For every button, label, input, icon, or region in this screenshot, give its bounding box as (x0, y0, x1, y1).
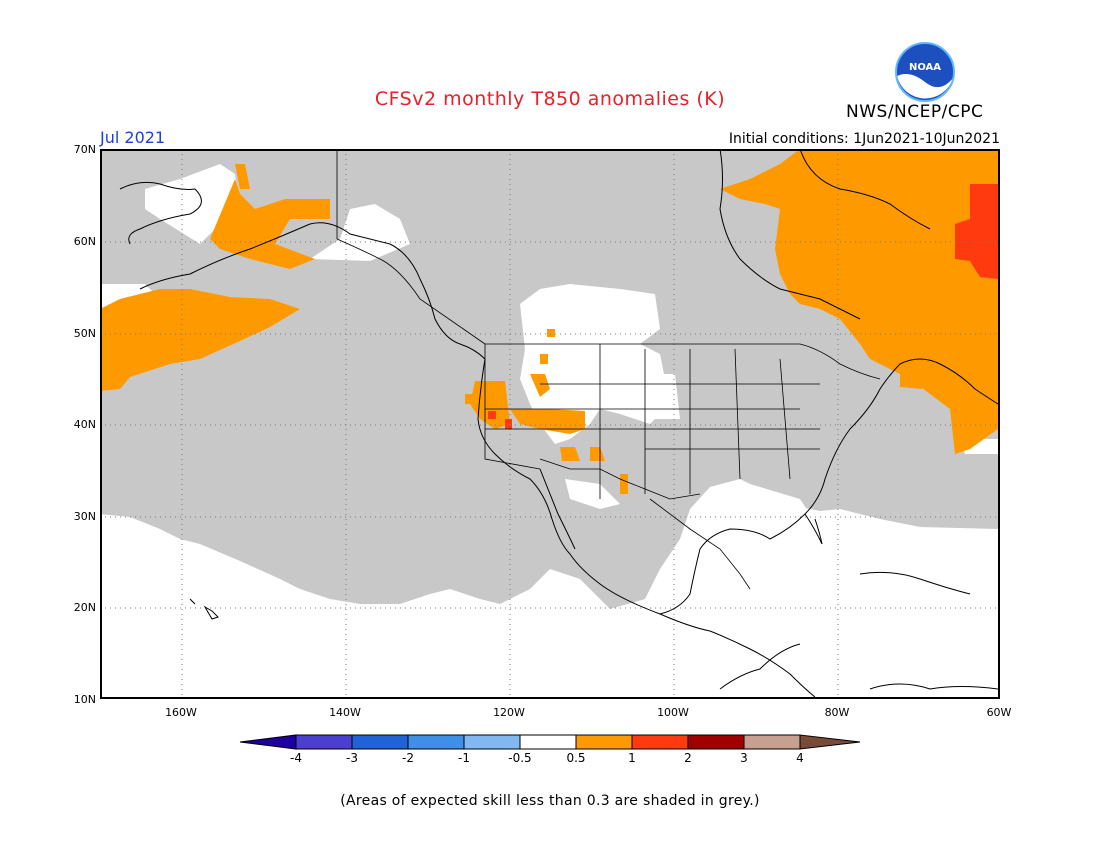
agency-label: NWS/NCEP/CPC (846, 102, 984, 122)
noaa-logo-icon: NOAA (895, 42, 955, 102)
colorbar-tick-label: 3 (740, 751, 748, 765)
colorbar-swatch (743, 734, 801, 750)
lon-label-100w: 100W (657, 706, 689, 719)
logo-text: NOAA (909, 62, 941, 73)
colorbar-swatch (687, 734, 745, 750)
skill-footnote: (Areas of expected skill less than 0.3 a… (340, 793, 760, 809)
anomaly-1-2-regions (488, 184, 998, 429)
anomaly-05-1-regions (102, 151, 998, 494)
colorbar-tick-label: 2 (684, 751, 692, 765)
initial-conditions: Initial conditions: 1Jun2021-10Jun2021 (728, 131, 1000, 147)
colorbar-arrow-low (239, 734, 297, 750)
colorbar-tick-label: -3 (346, 751, 358, 765)
colorbar-swatch (463, 734, 521, 750)
lon-label-60w: 60W (986, 706, 1012, 719)
colorbar-tick-label: -0.5 (508, 751, 532, 765)
coastlines (119, 151, 998, 697)
lat-label-50n: 50N (73, 327, 96, 340)
colorbar-swatch (351, 734, 409, 750)
colorbar-swatch (519, 734, 577, 750)
lat-label-70n: 70N (73, 143, 96, 156)
colorbar-swatch (575, 734, 633, 750)
lon-label-160w: 160W (165, 706, 197, 719)
colorbar-tick-label: 0.5 (566, 751, 586, 765)
lat-label-60n: 60N (73, 235, 96, 248)
colorbar-swatch (407, 734, 465, 750)
colorbar-tick-label: -2 (402, 751, 414, 765)
lon-label-140w: 140W (329, 706, 361, 719)
lon-label-80w: 80W (824, 706, 850, 719)
colorbar-swatch (631, 734, 689, 750)
near-normal-white-patches (102, 164, 998, 524)
forecast-month: Jul 2021 (100, 128, 166, 147)
lat-label-30n: 30N (73, 510, 96, 523)
map-title: CFSv2 monthly T850 anomalies (K) (374, 88, 726, 110)
map-canvas (102, 151, 998, 697)
colorbar-tick-label: -4 (290, 751, 302, 765)
lon-label-120w: 120W (493, 706, 525, 719)
colorbar-swatch (295, 734, 353, 750)
political-borders (336, 151, 881, 590)
lat-label-40n: 40N (73, 418, 96, 431)
lat-label-10n: 10N (73, 693, 96, 706)
anomaly-map (100, 149, 1000, 699)
colorbar-arrow-high (799, 734, 861, 750)
lat-label-20n: 20N (73, 601, 96, 614)
colorbar-tick-label: 1 (628, 751, 636, 765)
colorbar-tick-label: 4 (796, 751, 804, 765)
colorbar-swatches (239, 734, 861, 750)
colorbar-tick-label: -1 (458, 751, 470, 765)
